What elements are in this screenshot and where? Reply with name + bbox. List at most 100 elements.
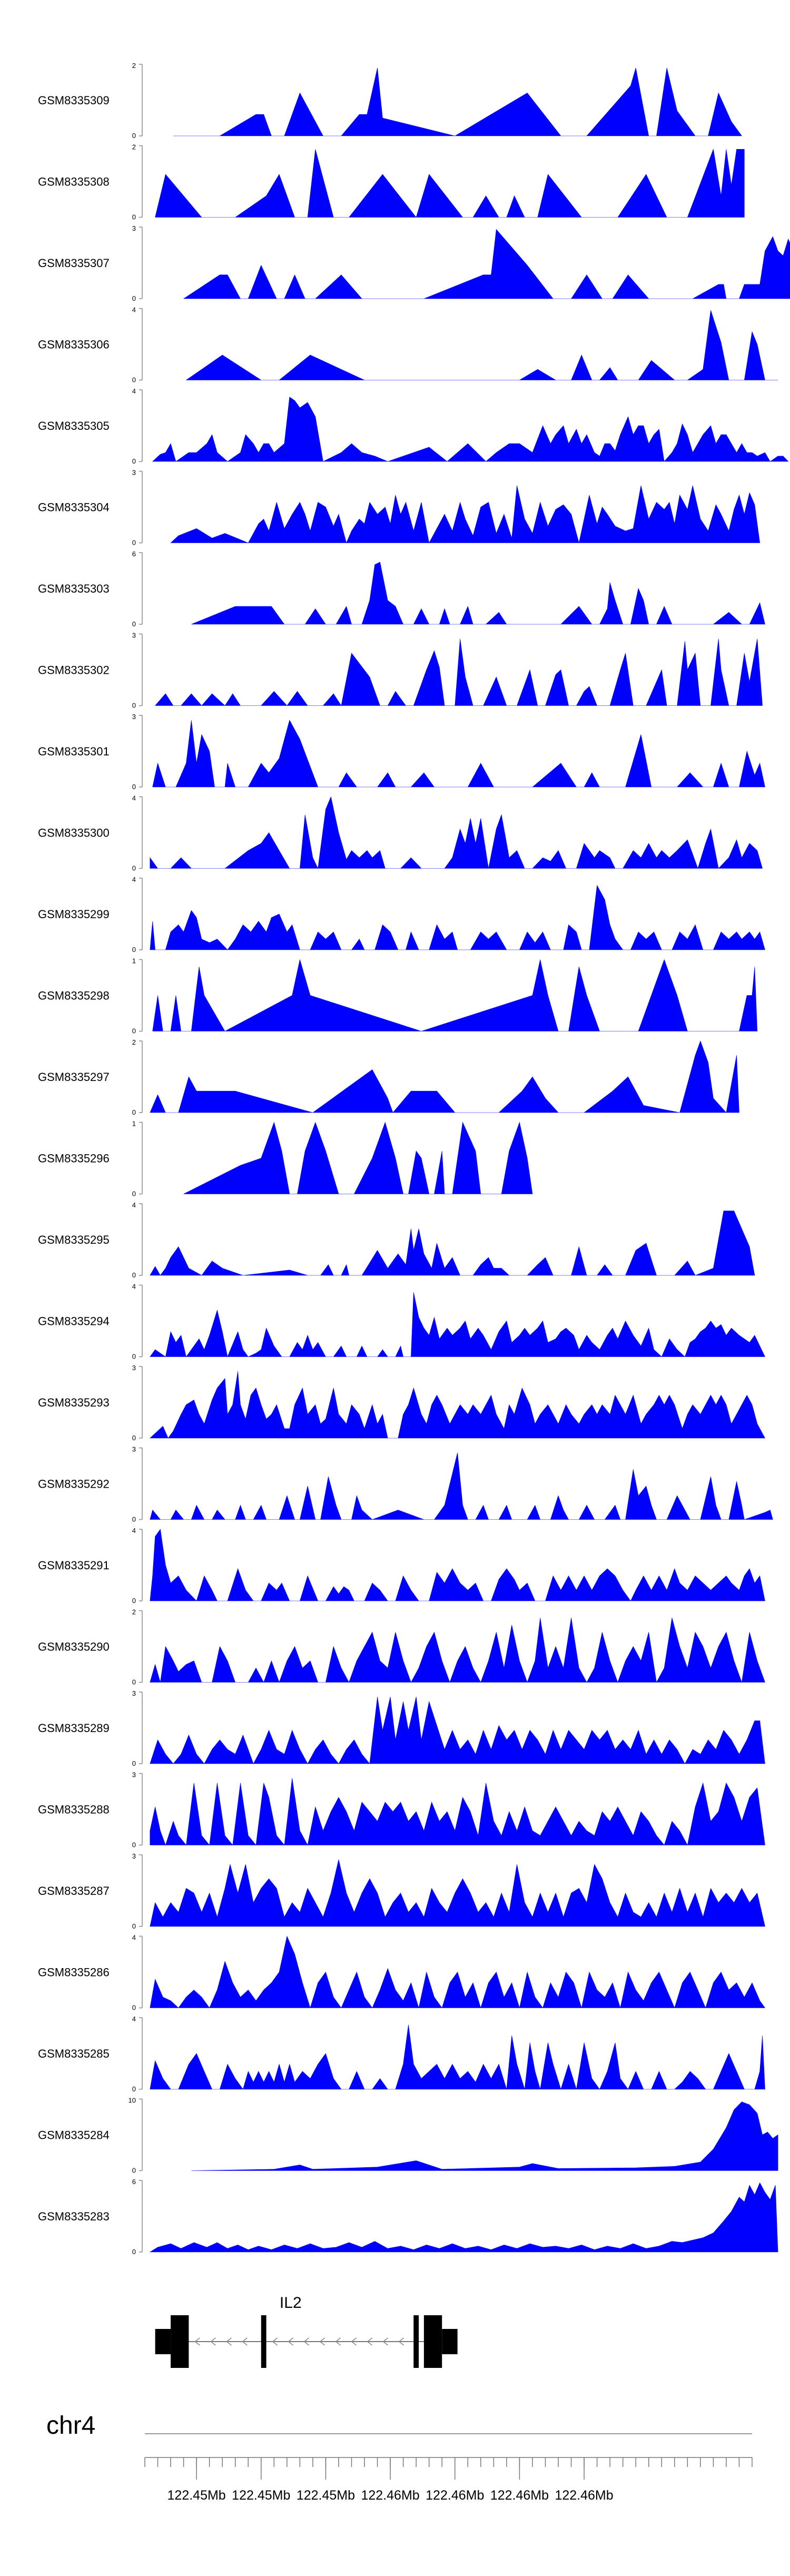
coverage-area [150, 1040, 739, 1113]
coverage-area [150, 2024, 765, 2090]
coverage-area [152, 959, 758, 1031]
coverage-area [150, 1935, 766, 2009]
track-GSM8335289: GSM8335289 3 0 [38, 1689, 765, 1767]
coverage-area [150, 1860, 765, 1927]
y-tick-label-max: 3 [132, 632, 136, 640]
y-tick-label-max: 2 [132, 62, 136, 70]
x-tick-label: 122.46Mb [426, 2488, 484, 2503]
y-tick-label-min: 0 [132, 1597, 136, 1605]
y-tick-label-min: 0 [132, 213, 136, 221]
y-tick-label-max: 4 [132, 794, 136, 802]
track-GSM8335295: GSM8335295 4 0 [38, 1201, 755, 1279]
strand-chevron [210, 2337, 216, 2346]
sample-label: GSM8335301 [38, 745, 110, 758]
x-tick-label: 122.46Mb [361, 2488, 420, 2503]
track-GSM8335286: GSM8335286 4 0 [38, 1934, 766, 2012]
track-GSM8335305: GSM8335305 4 0 [38, 387, 789, 465]
sample-label: GSM8335305 [38, 419, 110, 432]
utr-block [442, 2329, 458, 2354]
sample-label: GSM8335297 [38, 1070, 110, 1084]
y-tick-label-max: 4 [132, 876, 136, 883]
y-tick-label-min: 0 [132, 2085, 136, 2093]
sample-label: GSM8335307 [38, 257, 110, 270]
y-tick-label-max: 4 [132, 1201, 136, 1209]
coverage-area [150, 1778, 765, 1846]
track-GSM8335309: GSM8335309 2 0 [38, 62, 742, 140]
track-GSM8335283: GSM8335283 6 0 [38, 2178, 778, 2256]
chromosome-label: chr4 [46, 2412, 95, 2440]
x-tick-label: 122.45Mb [167, 2488, 226, 2503]
exon-block [261, 2315, 266, 2368]
sample-label: GSM8335285 [38, 2047, 110, 2060]
track-GSM8335287: GSM8335287 3 0 [38, 1852, 765, 1930]
track-GSM8335288: GSM8335288 3 0 [38, 1771, 765, 1849]
sample-label: GSM8335284 [38, 2129, 110, 2142]
sample-label: GSM8335289 [38, 1722, 110, 1735]
x-tick-label: 122.46Mb [490, 2488, 549, 2503]
sample-label: GSM8335296 [38, 1152, 110, 1165]
track-GSM8335308: GSM8335308 2 0 [38, 143, 745, 221]
track-GSM8335299: GSM8335299 4 0 [38, 876, 765, 953]
coverage-area [150, 1211, 755, 1276]
coverage-area [152, 720, 765, 788]
y-tick-label-min: 0 [132, 539, 136, 547]
track-GSM8335300: GSM8335300 4 0 [38, 794, 763, 872]
coverage-area [150, 1292, 765, 1358]
coverage-area [183, 1122, 533, 1194]
gene-track: IL2 [155, 2294, 458, 2368]
y-tick-label-max: 3 [132, 1446, 136, 1453]
coverage-tracks: GSM833530920GSM833530820GSM833530730GSM8… [38, 62, 790, 2256]
y-tick-label-min: 0 [132, 1353, 136, 1361]
coverage-area [150, 1697, 765, 1764]
sample-label: GSM8335306 [38, 338, 110, 351]
strand-chevron [194, 2337, 200, 2346]
y-tick-label-min: 0 [132, 2004, 136, 2012]
sample-label: GSM8335299 [38, 908, 110, 921]
y-tick-label-min: 0 [132, 702, 136, 710]
y-tick-label-max: 6 [132, 550, 136, 558]
y-tick-label-min: 0 [132, 1190, 136, 1198]
sample-label: GSM8335304 [38, 501, 110, 514]
coverage-area [150, 1452, 773, 1520]
track-GSM8335293: GSM8335293 3 0 [38, 1364, 766, 1442]
coverage-area [152, 397, 789, 462]
track-GSM8335298: GSM8335298 1 0 [38, 957, 758, 1035]
y-tick-label-max: 4 [132, 2015, 136, 2023]
track-GSM8335292: GSM8335292 3 0 [38, 1446, 773, 1523]
strand-chevron [288, 2337, 294, 2346]
sample-label: GSM8335292 [38, 1478, 110, 1491]
sample-label: GSM8335290 [38, 1640, 110, 1654]
y-tick-label-min: 0 [132, 2248, 136, 2256]
y-tick-label-min: 0 [132, 457, 136, 465]
y-tick-label-min: 0 [132, 1108, 136, 1116]
y-tick-label-min: 0 [132, 1841, 136, 1849]
track-GSM8335307: GSM8335307 3 0 [38, 224, 790, 302]
coverage-area [150, 1371, 766, 1439]
y-tick-label-min: 0 [132, 1678, 136, 1686]
track-GSM8335297: GSM8335297 2 0 [38, 1038, 739, 1116]
gene-label: IL2 [280, 2294, 302, 2312]
sample-label: GSM8335288 [38, 1803, 110, 1816]
track-GSM8335304: GSM8335304 3 0 [38, 469, 761, 547]
coverage-area [155, 149, 745, 218]
y-tick-label-max: 3 [132, 469, 136, 477]
coverage-area [191, 2101, 778, 2171]
y-tick-label-min: 0 [132, 2167, 136, 2175]
strand-chevron [351, 2337, 357, 2346]
sample-label: GSM8335309 [38, 94, 110, 107]
y-tick-label-min: 0 [132, 1434, 136, 1442]
y-tick-label-max: 10 [129, 2097, 136, 2105]
y-tick-label-min: 0 [132, 1759, 136, 1767]
y-tick-label-max: 4 [132, 1934, 136, 1942]
sample-label: GSM8335308 [38, 175, 110, 189]
y-tick-label-max: 4 [132, 1283, 136, 1291]
y-tick-label-max: 2 [132, 1608, 136, 1616]
track-GSM8335302: GSM8335302 3 0 [38, 632, 763, 710]
track-GSM8335291: GSM8335291 4 0 [38, 1527, 765, 1605]
y-tick-label-max: 3 [132, 713, 136, 721]
y-tick-label-max: 3 [132, 224, 136, 232]
coverage-area [170, 485, 761, 544]
y-tick-label-min: 0 [132, 946, 136, 953]
track-GSM8335290: GSM8335290 2 0 [38, 1608, 765, 1686]
